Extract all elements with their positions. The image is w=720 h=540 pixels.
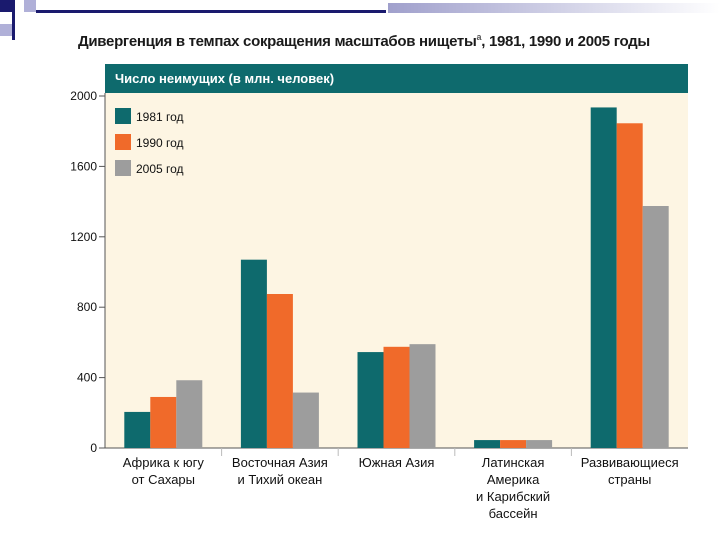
- bar-3-1981-год: [357, 352, 384, 448]
- legend-swatch: [115, 134, 131, 150]
- bar-2-1981-год: [240, 259, 267, 448]
- y-tick-label: 0: [90, 441, 97, 455]
- y-tick-label: 1600: [70, 159, 97, 173]
- legend-label: 1981 год: [136, 110, 184, 124]
- legend-label: 1990 год: [136, 136, 184, 150]
- y-tick-label: 800: [77, 300, 97, 314]
- bar-5-1981-год: [590, 107, 617, 448]
- bar-4-1981-год: [474, 440, 501, 448]
- corner-square-navy: [0, 0, 12, 12]
- vertical-accent-bar: [12, 0, 15, 40]
- bar-1-2005-год: [176, 380, 203, 448]
- corner-square-lavender-2: [0, 24, 12, 36]
- bar-1-1990-год: [150, 396, 177, 448]
- legend-swatch: [115, 108, 131, 124]
- bar-1-1981-год: [124, 411, 151, 448]
- bar-2-1990-год: [266, 294, 293, 448]
- x-category-label: Латинская Америка и Карибский бассейн: [476, 455, 551, 521]
- bar-5-2005-год: [642, 206, 669, 448]
- y-tick-label: 400: [77, 371, 97, 385]
- x-category-label: Восточная Азия и Тихий океан: [231, 455, 328, 487]
- bar-4-2005-год: [526, 440, 553, 448]
- bar-4-1990-год: [500, 440, 527, 448]
- legend-swatch: [115, 160, 131, 176]
- x-category-label: Развивающиеся страны: [580, 455, 679, 487]
- bar-3-2005-год: [409, 344, 436, 448]
- x-category-label: Африка к югу от Сахары: [122, 455, 204, 487]
- y-tick-label: 1200: [70, 230, 97, 244]
- corner-square-lavender: [24, 0, 36, 12]
- chart-header-text: Число неимущих (в млн. человек): [115, 71, 334, 86]
- legend-label: 2005 год: [136, 162, 184, 176]
- bar-3-1990-год: [383, 346, 410, 448]
- chart-header-band: [105, 64, 688, 93]
- header-gradient-bar: [388, 3, 720, 13]
- bar-5-1990-год: [616, 123, 643, 448]
- horizontal-accent-bar: [36, 10, 386, 13]
- y-tick-label: 2000: [70, 89, 97, 103]
- slide-title: Дивергенция в темпах сокращения масштабо…: [78, 32, 650, 50]
- bar-2-2005-год: [292, 392, 319, 448]
- x-category-label: Южная Азия: [358, 455, 435, 470]
